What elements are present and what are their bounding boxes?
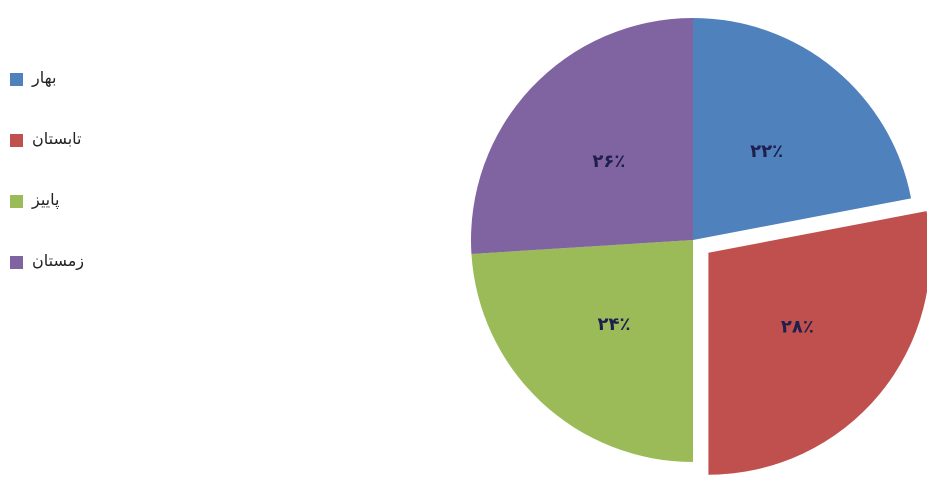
- legend-label-spring: بهار: [32, 68, 57, 87]
- legend: بهار تابستان پاییز زمستان: [10, 68, 170, 314]
- slice-label-summer: ۲۸٪: [781, 316, 814, 337]
- pie-slice-spring: [693, 18, 912, 240]
- legend-item-winter: زمستان: [10, 251, 170, 271]
- slice-label-winter: ۲۶٪: [592, 151, 625, 172]
- legend-label-winter: زمستان: [32, 251, 85, 270]
- legend-item-spring: بهار: [10, 68, 170, 88]
- legend-label-summer: تابستان: [32, 129, 82, 148]
- pie-slice-autumn: [471, 240, 693, 462]
- legend-swatch-summer: [10, 134, 23, 147]
- legend-swatch-autumn: [10, 195, 23, 208]
- slice-label-autumn: ۲۴٪: [597, 314, 630, 335]
- legend-swatch-spring: [10, 73, 23, 86]
- slice-label-spring: ۲۲٪: [750, 141, 783, 162]
- pie-slice-summer: [708, 211, 927, 475]
- pie-slice-winter: [471, 18, 693, 254]
- legend-item-summer: تابستان: [10, 129, 170, 149]
- legend-swatch-winter: [10, 256, 23, 269]
- legend-item-autumn: پاییز: [10, 190, 170, 210]
- legend-label-autumn: پاییز: [32, 190, 60, 209]
